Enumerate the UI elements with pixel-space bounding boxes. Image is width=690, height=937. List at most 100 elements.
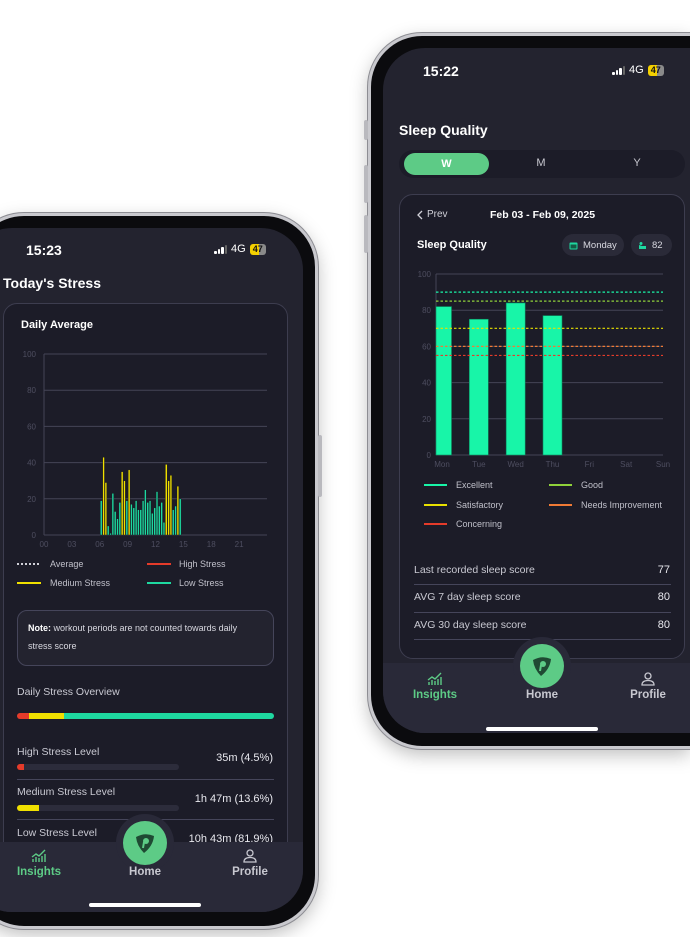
high-level-label: High Stress Level xyxy=(17,746,100,758)
x-tick-label: 21 xyxy=(235,540,244,549)
x-tick-label: 00 xyxy=(40,540,49,549)
tab-profile-icon xyxy=(243,849,257,868)
logo-icon xyxy=(136,834,154,853)
network-label: 4G xyxy=(629,64,644,76)
overview-segment-medium xyxy=(28,713,64,719)
segment-week-label: W xyxy=(441,158,452,170)
x-tick-label: 18 xyxy=(207,540,216,549)
x-tick-label: Sun xyxy=(656,460,670,469)
high-level-bar xyxy=(17,764,179,770)
date-range: Feb 03 - Feb 09, 2025 xyxy=(490,209,596,221)
note-box: Note: workout periods are not counted to… xyxy=(17,610,274,666)
stress-bar xyxy=(114,511,117,536)
segment-year[interactable]: Y xyxy=(633,157,641,169)
legend-line-needs-improvement xyxy=(549,504,572,506)
sleep-bar xyxy=(435,306,452,456)
medium-level-bar xyxy=(17,805,179,811)
y-tick-label: 60 xyxy=(27,422,36,431)
divider xyxy=(414,584,671,585)
score-value: 82 xyxy=(652,239,663,251)
sleep-bar xyxy=(542,315,563,456)
stress-bar xyxy=(146,502,149,536)
x-tick-label: 09 xyxy=(123,540,132,549)
sleep-icon xyxy=(639,241,646,249)
overview-segment-low xyxy=(63,713,274,719)
stress-bar xyxy=(111,493,114,536)
stress-bar xyxy=(172,509,175,536)
tab-profile[interactable]: Profile xyxy=(232,866,268,878)
stress-bar xyxy=(137,509,140,536)
high-level-value: 35m (4.5%) xyxy=(216,752,273,764)
x-tick-label: 12 xyxy=(151,540,160,549)
stress-bar xyxy=(162,522,166,536)
tab-insights[interactable]: Insights xyxy=(412,689,458,701)
x-tick-label: Sat xyxy=(620,460,633,469)
x-tick-label: 03 xyxy=(67,540,76,549)
stress-bar xyxy=(128,469,131,536)
home-indicator xyxy=(486,727,598,731)
home-button[interactable] xyxy=(123,821,167,865)
legend-excellent: Excellent xyxy=(456,480,493,490)
high-level-fill xyxy=(17,764,25,770)
y-tick-label: 0 xyxy=(427,451,432,460)
y-tick-label: 80 xyxy=(27,386,36,395)
stress-bar xyxy=(153,507,156,536)
chevron-left-icon xyxy=(417,210,423,219)
tab-insights[interactable]: Insights xyxy=(16,866,62,878)
tab-insights-icon xyxy=(31,849,47,868)
stress-bar xyxy=(160,502,163,536)
divider xyxy=(17,779,274,780)
stress-bar xyxy=(102,456,105,536)
battery-icon: 47 xyxy=(249,243,266,255)
medium-level-fill xyxy=(17,805,40,811)
x-tick-label: Fri xyxy=(585,460,595,469)
stress-bar xyxy=(125,500,128,536)
legend-high: High Stress xyxy=(179,559,226,569)
tab-profile[interactable]: Profile xyxy=(630,689,666,701)
legend-needs-improvement: Needs Improvement xyxy=(581,500,663,510)
battery-icon: 47 xyxy=(647,64,664,76)
legend-line-good xyxy=(549,484,572,486)
chart-icon xyxy=(31,849,46,862)
home-indicator xyxy=(89,903,201,907)
legend-concerning: Concerning xyxy=(456,519,503,529)
stress-bar xyxy=(151,513,154,536)
stress-bar xyxy=(167,480,170,536)
right-phone-screen: 15:22 4G 47 Sleep Quality W M Y Prev Feb… xyxy=(383,48,690,733)
overview-segment-high xyxy=(17,713,29,719)
legend-satisfactory: Satisfactory xyxy=(456,500,504,510)
stress-bar xyxy=(144,489,147,536)
person-icon xyxy=(243,849,257,863)
divider xyxy=(414,612,671,613)
day-selector[interactable]: Monday xyxy=(562,234,624,256)
tab-home[interactable]: Home xyxy=(526,689,558,701)
stress-bar xyxy=(104,482,107,536)
stress-bar xyxy=(118,502,121,536)
tab-home[interactable]: Home xyxy=(129,866,161,878)
status-time: 15:22 xyxy=(423,63,459,79)
home-button[interactable] xyxy=(520,644,564,688)
status-icons: 4G 47 xyxy=(612,64,664,76)
logo-icon xyxy=(533,657,551,676)
sleep-bar xyxy=(469,318,489,456)
stress-bar xyxy=(132,507,135,536)
stress-bar xyxy=(116,518,119,536)
y-tick-label: 0 xyxy=(32,531,37,540)
low-level-label: Low Stress Level xyxy=(17,827,97,839)
stat-last-value: 77 xyxy=(657,564,670,576)
prev-button[interactable]: Prev xyxy=(417,209,448,220)
status-time: 15:23 xyxy=(26,242,62,258)
segment-month[interactable]: M xyxy=(536,157,546,169)
y-tick-label: 80 xyxy=(422,306,431,315)
day-label: Monday xyxy=(583,239,617,251)
stress-bar xyxy=(174,505,177,536)
note-bold: Note: xyxy=(28,623,51,633)
left-phone-screen: 15:23 4G 47 Today's Stress Daily Average… xyxy=(0,228,303,912)
segment-week[interactable]: W xyxy=(404,153,489,175)
side-button xyxy=(364,120,368,140)
stress-bar xyxy=(176,485,180,536)
stress-card: Daily Average 0 20 40 60 80 100 00 03 06 09 12 15 18… xyxy=(3,303,288,903)
stat-avg30-label: AVG 30 day sleep score xyxy=(414,619,527,631)
stress-chart: 0 20 40 60 80 100 00 03 06 09 12 15 18 21 xyxy=(23,350,267,549)
legend-low: Low Stress xyxy=(179,578,224,588)
